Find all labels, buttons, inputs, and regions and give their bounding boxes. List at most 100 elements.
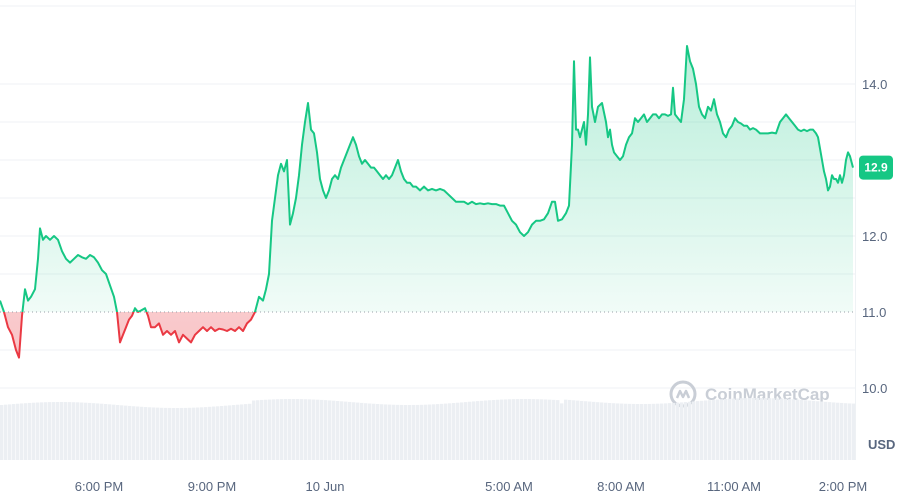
volume-bar: [276, 399, 280, 460]
volume-bar: [708, 400, 712, 460]
volume-bar: [132, 406, 136, 460]
volume-bar: [348, 401, 352, 460]
volume-bar: [440, 403, 444, 460]
volume-bar: [48, 402, 52, 460]
volume-bar: [124, 405, 128, 460]
volume-bar: [84, 402, 88, 460]
volume-bar: [516, 399, 520, 460]
volume-bar: [436, 404, 440, 460]
volume-bar: [64, 402, 68, 460]
volume-bar: [360, 402, 364, 460]
volume-bar: [32, 402, 36, 460]
volume-bar: [752, 398, 756, 460]
volume-bar: [700, 400, 704, 460]
x-tick-label: 11:00 AM: [707, 479, 761, 494]
volume-bar: [748, 398, 752, 460]
volume-bar: [688, 401, 692, 460]
x-tick-label: 9:00 PM: [188, 479, 236, 494]
volume-bar: [460, 402, 464, 460]
volume-bar: [676, 402, 680, 460]
volume-bar: [388, 404, 392, 460]
volume-bar: [320, 399, 324, 460]
volume-bar: [488, 400, 492, 460]
volume-bar: [652, 403, 656, 460]
volume-bar: [808, 400, 812, 460]
volume-bar: [44, 402, 48, 460]
volume-bar: [36, 402, 40, 460]
volume-bar: [344, 401, 348, 460]
volume-bar: [704, 400, 708, 460]
volume-bar: [228, 405, 232, 460]
volume-bar: [120, 405, 124, 460]
volume-bar: [560, 403, 564, 460]
volume-bar: [172, 407, 176, 460]
volume-bar: [556, 400, 560, 460]
x-tick-label: 2:00 PM: [819, 479, 867, 494]
volume-bar: [68, 402, 72, 460]
volume-bar: [156, 407, 160, 460]
volume-bar: [404, 404, 408, 460]
volume-bar: [760, 398, 764, 460]
volume-bar: [80, 402, 84, 460]
volume-bar: [648, 403, 652, 460]
volume-bar: [476, 401, 480, 460]
volume-bar: [248, 403, 252, 460]
volume-bar: [732, 398, 736, 460]
volume-bar: [384, 404, 388, 460]
volume-bar: [564, 399, 568, 460]
x-tick-label: 5:00 AM: [485, 479, 533, 494]
volume-bar: [820, 401, 824, 460]
area-fill-above-baseline: [0, 46, 853, 312]
volume-bar: [208, 406, 212, 460]
last-price-badge: 12.9: [859, 155, 893, 180]
plot-right-border: [855, 0, 856, 460]
volume-bar: [16, 403, 20, 460]
volume-bar: [508, 399, 512, 460]
volume-bar: [188, 407, 192, 460]
volume-bar: [628, 403, 632, 460]
volume-bar: [712, 399, 716, 460]
volume-bar: [40, 402, 44, 460]
volume-bar: [24, 403, 28, 460]
volume-bar: [380, 404, 384, 460]
volume-bar: [200, 407, 204, 460]
volume-bar: [792, 399, 796, 460]
volume-bar: [116, 404, 120, 460]
volume-bar: [680, 402, 684, 460]
volume-bar: [280, 399, 284, 460]
volume-bar: [848, 403, 852, 460]
volume-bar: [236, 404, 240, 460]
volume-bar: [804, 400, 808, 460]
volume-bar: [340, 401, 344, 460]
volume-bar: [624, 403, 628, 460]
volume-bar: [500, 399, 504, 460]
volume-bar: [352, 402, 356, 460]
volume-bar: [0, 405, 4, 460]
volume-bar: [816, 401, 820, 460]
volume-bar: [224, 405, 228, 460]
volume-bar: [592, 401, 596, 460]
volume-bar: [240, 404, 244, 460]
volume-bar: [4, 404, 8, 460]
volume-bar: [576, 400, 580, 460]
volume-bar: [768, 398, 772, 460]
volume-bar: [144, 407, 148, 460]
volume-bar: [364, 403, 368, 460]
volume-bar: [480, 400, 484, 460]
volume-bar: [492, 399, 496, 460]
volume-bar: [536, 399, 540, 460]
volume-bar: [464, 402, 468, 460]
volume-bar: [264, 399, 268, 460]
volume-bar: [112, 404, 116, 460]
volume-bar: [496, 399, 500, 460]
volume-bar: [604, 402, 608, 460]
volume-bar: [392, 404, 396, 460]
volume-bar: [832, 402, 836, 460]
volume-bar: [408, 404, 412, 460]
volume-bar: [140, 406, 144, 460]
volume-bar: [420, 404, 424, 460]
volume-bar: [448, 403, 452, 460]
volume-bar: [756, 398, 760, 460]
volume-bar: [332, 400, 336, 460]
